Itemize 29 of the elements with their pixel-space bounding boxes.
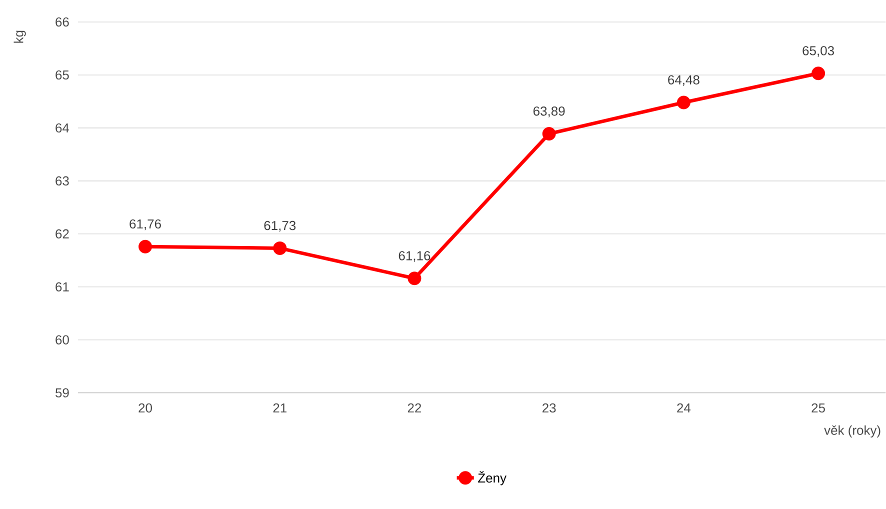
data-label: 61,76 bbox=[130, 219, 161, 230]
legend-label: Ženy bbox=[478, 471, 506, 486]
y-tick-label: 63 bbox=[56, 176, 69, 186]
data-label: 63,89 bbox=[533, 106, 565, 118]
x-axis-title: věk (roky) bbox=[824, 425, 880, 438]
point bbox=[273, 242, 287, 256]
point bbox=[408, 272, 422, 286]
x-tick-label: 23 bbox=[542, 403, 556, 413]
point bbox=[676, 96, 690, 110]
y-axis-title: kg bbox=[14, 30, 26, 43]
x-tick-label: 25 bbox=[812, 403, 825, 413]
point bbox=[542, 127, 556, 141]
y-tick-label: 59 bbox=[56, 388, 69, 398]
x-tick-label: 20 bbox=[138, 403, 152, 413]
data-label: 61,73 bbox=[264, 221, 296, 232]
x-tick-label: 24 bbox=[677, 403, 691, 413]
point bbox=[812, 66, 826, 80]
x-tick-label: 21 bbox=[273, 403, 286, 413]
point bbox=[138, 240, 152, 254]
data-label: 64,48 bbox=[668, 75, 700, 86]
y-tick-label: 62 bbox=[56, 229, 69, 239]
y-tick-label: 66 bbox=[56, 17, 69, 27]
data-label: 61,16 bbox=[398, 251, 430, 262]
y-tick-label: 61 bbox=[56, 282, 69, 292]
data-label: 65,03 bbox=[802, 46, 834, 57]
x-tick-label: 22 bbox=[408, 403, 422, 413]
y-tick-label: 64 bbox=[56, 123, 70, 133]
y-tick-label: 65 bbox=[56, 70, 69, 80]
y-tick-label: 60 bbox=[56, 335, 69, 345]
